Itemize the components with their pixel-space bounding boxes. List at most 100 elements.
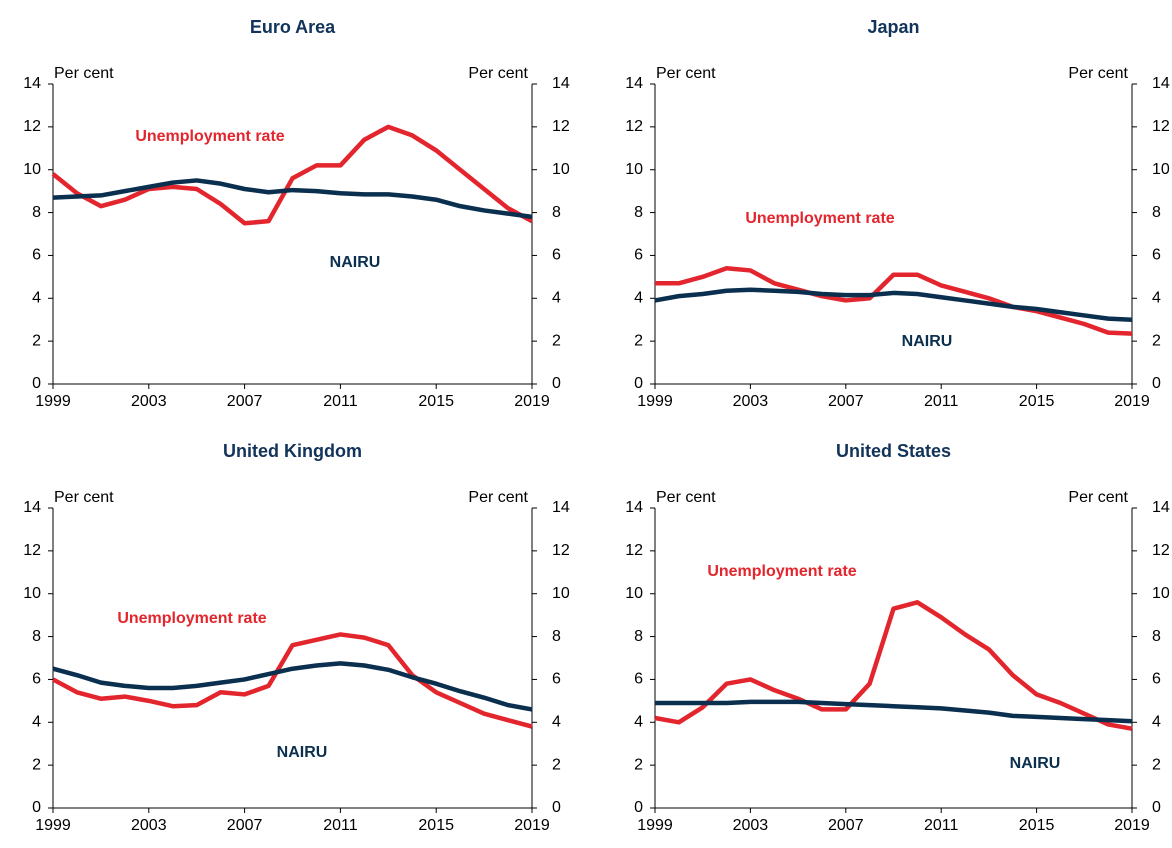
y-tick-label: 10 [625,161,643,178]
y-tick-label: 6 [634,671,643,688]
x-tick-label: 2011 [924,817,959,834]
y-tick-label: 4 [552,290,561,307]
series-line [654,287,1133,322]
y-tick-label: 14 [552,499,570,516]
x-tick-label: 2015 [418,817,454,834]
y-tick-label: 4 [32,290,41,307]
y-axis-title: Per cent [54,489,114,506]
y-tick-label: 14 [625,75,643,92]
series-label: Unemployment rate [707,563,856,580]
x-tick-label: 2011 [323,817,358,834]
y-tick-label: 2 [552,332,561,349]
y-axis-title: Per cent [1068,65,1128,82]
y-tick-label: 12 [625,118,643,135]
y-tick-label: 14 [552,75,570,92]
y-tick-label: 12 [1152,542,1170,559]
series-line [51,124,534,226]
series-line [52,178,533,220]
chart-title: United Kingdom [223,441,362,461]
series-line [655,699,1133,724]
y-tick-label: 0 [1152,799,1161,816]
x-tick-label: 2011 [323,393,358,410]
y-tick-label: 2 [32,756,41,773]
y-tick-label: 0 [32,375,41,392]
y-axis-title: Per cent [656,489,716,506]
y-tick-label: 12 [625,542,643,559]
x-tick-label: 2007 [227,817,263,834]
y-tick-label: 8 [1152,204,1161,221]
y-tick-label: 14 [1152,499,1170,516]
chart-title: Japan [867,17,919,37]
y-tick-label: 2 [634,756,643,773]
y-tick-label: 8 [634,628,643,645]
series-label: NAIRU [330,254,381,271]
y-tick-label: 10 [23,585,41,602]
y-tick-label: 6 [552,671,561,688]
x-tick-label: 2019 [1114,393,1150,410]
series-label: Unemployment rate [117,610,266,627]
x-tick-label: 2019 [514,393,550,410]
y-tick-label: 8 [1152,628,1161,645]
y-tick-label: 6 [1152,671,1161,688]
y-tick-label: 2 [1152,756,1161,773]
x-tick-label: 2007 [828,393,864,410]
y-tick-label: 14 [23,75,41,92]
y-tick-label: 6 [1152,247,1161,264]
y-tick-label: 0 [32,799,41,816]
y-tick-label: 2 [634,332,643,349]
x-tick-label: 1999 [35,393,71,410]
y-tick-label: 8 [634,204,643,221]
series-line [51,632,533,729]
y-tick-label: 0 [552,375,561,392]
y-tick-label: 8 [552,204,561,221]
x-tick-label: 2015 [1019,817,1055,834]
x-tick-label: 2003 [131,393,167,410]
x-tick-label: 2003 [733,393,769,410]
chart-title: Euro Area [250,17,336,37]
y-tick-label: 6 [634,247,643,264]
y-axis-title: Per cent [54,65,114,82]
y-axis-title: Per cent [656,65,716,82]
x-tick-label: 2015 [418,393,454,410]
y-tick-label: 4 [1152,290,1161,307]
series-label: Unemployment rate [135,128,284,145]
y-tick-label: 0 [1152,375,1161,392]
y-tick-label: 12 [23,118,41,135]
y-tick-label: 10 [625,585,643,602]
y-tick-label: 14 [23,499,41,516]
x-tick-label: 2003 [733,817,769,834]
chart-panel: United States Per cent Per cent 0 0 2 2 4 4 6 6 8 8 1… [625,441,1170,834]
y-axis-title: Per cent [468,489,528,506]
x-tick-label: 2019 [514,817,550,834]
series-label: NAIRU [1010,755,1061,772]
chart-panel: United Kingdom Per cent Per cent 0 0 2 2 4 4 6 6 8 8… [23,441,570,834]
y-tick-label: 10 [1152,161,1170,178]
series-line [655,266,1133,336]
series-line [654,600,1133,731]
y-axis-title: Per cent [468,65,528,82]
y-tick-label: 8 [32,628,41,645]
x-tick-label: 2007 [227,393,263,410]
y-tick-label: 4 [634,714,643,731]
y-tick-label: 12 [552,118,570,135]
y-tick-label: 6 [32,671,41,688]
y-tick-label: 10 [552,585,570,602]
y-tick-label: 4 [32,714,41,731]
y-tick-label: 4 [552,714,561,731]
x-tick-label: 2015 [1019,393,1055,410]
x-tick-label: 2011 [924,393,959,410]
series-label: NAIRU [902,333,953,350]
y-tick-label: 10 [23,161,41,178]
y-tick-label: 6 [32,247,41,264]
y-tick-label: 4 [634,290,643,307]
y-tick-label: 12 [1152,118,1170,135]
x-tick-label: 1999 [637,393,673,410]
y-tick-label: 12 [23,542,41,559]
y-tick-label: 2 [552,756,561,773]
y-tick-label: 8 [552,628,561,645]
chart-title: United States [836,441,951,461]
x-tick-label: 2003 [131,817,167,834]
chart-panel: Japan Per cent Per cent 0 0 2 2 4 4 6 6 8 8 10 10 12 12 1… [625,17,1170,410]
y-tick-label: 14 [1152,75,1170,92]
